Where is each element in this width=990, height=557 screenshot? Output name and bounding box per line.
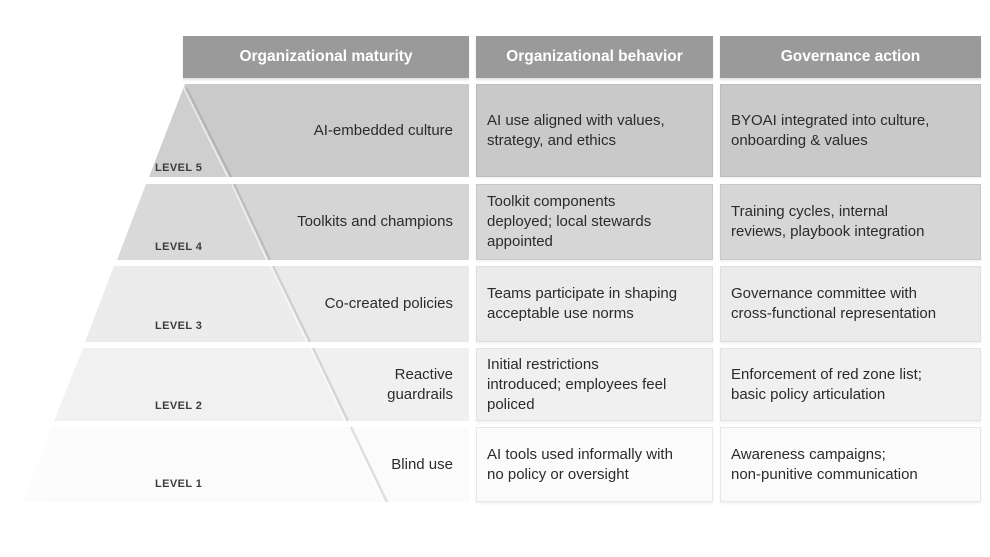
header-organizational-behavior: Organizational behavior	[476, 36, 713, 78]
level-4-tag: LEVEL 4	[155, 241, 203, 253]
level-2-tag: LEVEL 2	[155, 400, 203, 412]
level-5-behavior-cell: AI use aligned with values, strategy, an…	[476, 84, 713, 177]
level-5-tag: LEVEL 5	[155, 162, 203, 174]
level-3-governance-cell: Governance committee with cross-function…	[720, 266, 981, 342]
level-4-behavior-cell: Toolkit components deployed; local stewa…	[476, 184, 713, 260]
level-2-governance-cell: Enforcement of red zone list; basic poli…	[720, 348, 981, 421]
level-3-behavior-cell: Teams participate in shaping acceptable …	[476, 266, 713, 342]
level-2-maturity-label: Reactive guardrails	[387, 365, 453, 403]
level-1-maturity-label: Blind use	[391, 455, 453, 473]
level-1-tag: LEVEL 1	[155, 478, 203, 490]
level-4-maturity-label: Toolkits and champions	[297, 213, 453, 230]
level-4-row: Toolkits and champions LEVEL 4 Toolkit c…	[0, 184, 990, 260]
level-5-maturity-label: AI-embedded culture	[313, 121, 453, 139]
level-1-row: Blind use LEVEL 1 AI tools used informal…	[0, 427, 990, 502]
level-4-governance-cell: Training cycles, internal reviews, playb…	[720, 184, 981, 260]
level-3-maturity-label: Co-created policies	[324, 295, 453, 312]
level-3-pyramid-segment: Co-created policies	[85, 266, 469, 342]
level-1-governance-cell: Awareness campaigns; non-punitive commun…	[720, 427, 981, 502]
level-3-tag: LEVEL 3	[155, 320, 203, 332]
level-1-pyramid-segment: Blind use	[23, 427, 469, 502]
level-4-pyramid-segment: Toolkits and champions	[117, 184, 469, 260]
level-2-behavior-cell: Initial restrictions introduced; employe…	[476, 348, 713, 421]
header-organizational-maturity: Organizational maturity	[183, 36, 469, 78]
header-governance-action: Governance action	[720, 36, 981, 78]
level-3-row: Co-created policies LEVEL 3 Teams partic…	[0, 266, 990, 342]
level-5-row: AI-embedded culture LEVEL 5 AI use align…	[0, 84, 990, 177]
level-5-pyramid-segment: AI-embedded culture	[149, 84, 469, 177]
level-2-pyramid-segment: Reactive guardrails	[54, 348, 469, 421]
level-1-behavior-cell: AI tools used informally with no policy …	[476, 427, 713, 502]
level-2-row: Reactive guardrails LEVEL 2 Initial rest…	[0, 348, 990, 421]
level-5-governance-cell: BYOAI integrated into culture, onboardin…	[720, 84, 981, 177]
